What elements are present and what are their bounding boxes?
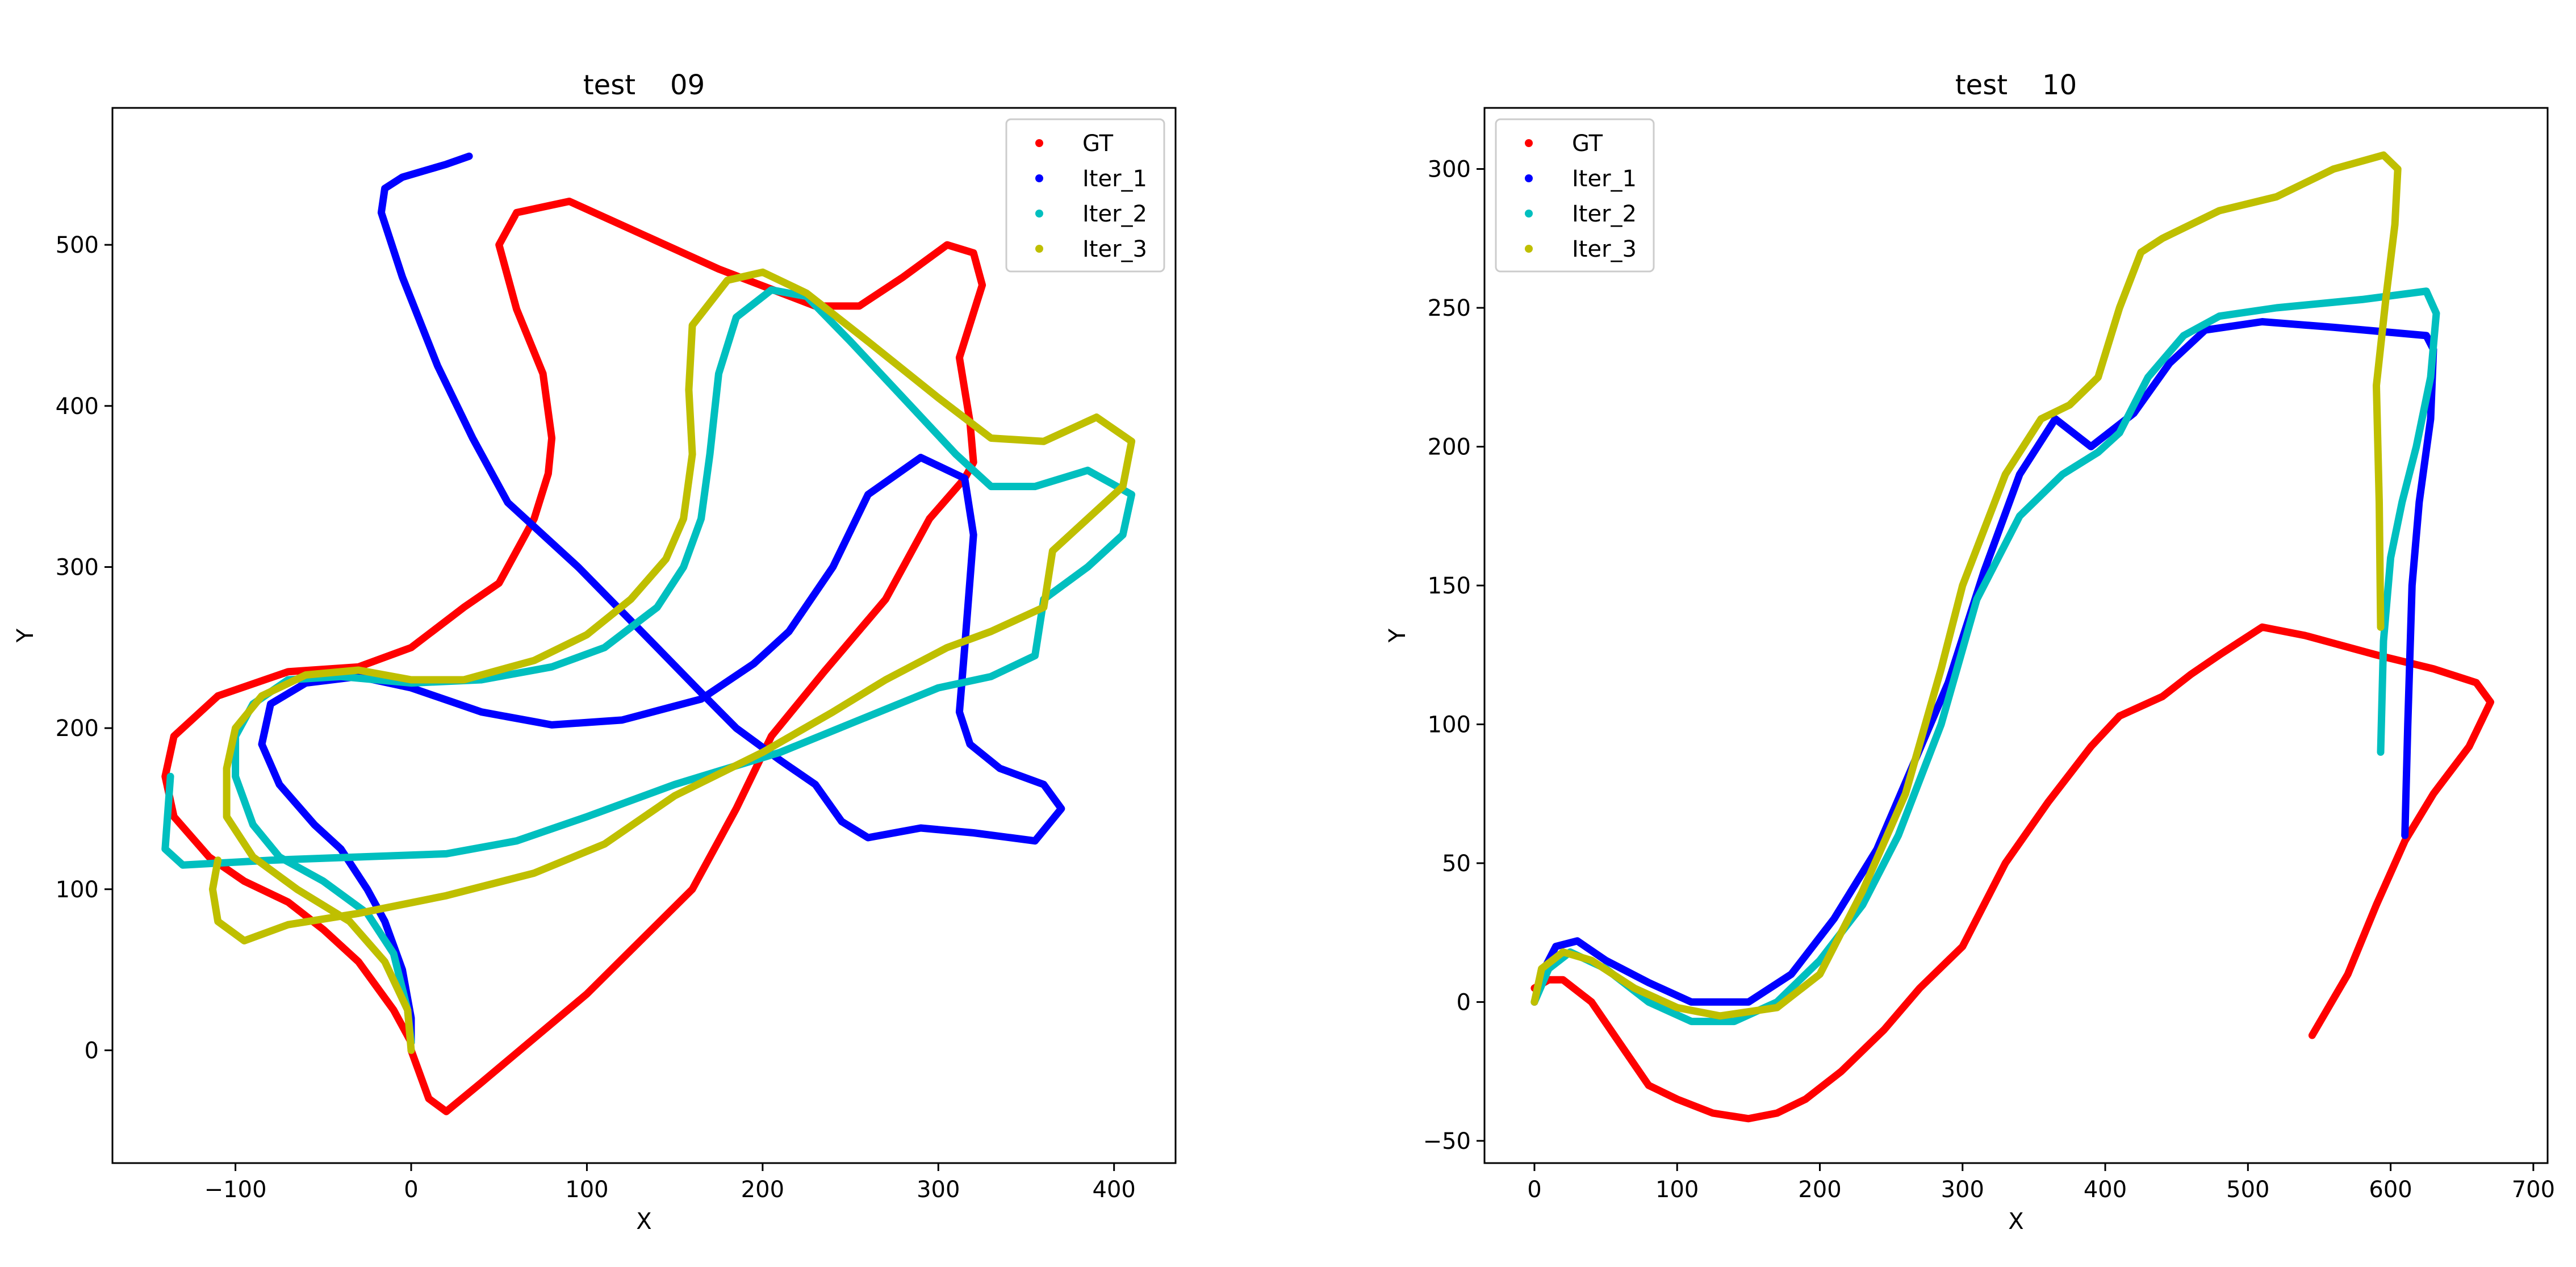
legend-label-iter-2: Iter_2 xyxy=(1572,201,1637,227)
legend: GT Iter_1 Iter_2 Iter_3 xyxy=(1495,118,1655,273)
legend-marker-gt xyxy=(1525,139,1533,147)
x-tick-label: 100 xyxy=(1655,1177,1699,1203)
chart-title: test 09 xyxy=(583,69,705,101)
x-tick-label: 400 xyxy=(2084,1177,2127,1203)
legend-marker-iter-2 xyxy=(1035,210,1043,218)
x-tick-label: 200 xyxy=(741,1177,784,1203)
chart-title: test 10 xyxy=(1955,69,2077,101)
legend-marker-iter-3 xyxy=(1525,245,1533,253)
legend: GT Iter_1 Iter_2 Iter_3 xyxy=(1005,118,1165,273)
y-tick-label: 100 xyxy=(56,877,99,903)
plot-lines xyxy=(161,152,1136,1115)
x-tick-label: 500 xyxy=(2226,1177,2269,1203)
y-tick-label: 100 xyxy=(1428,712,1471,738)
legend-label-iter-3: Iter_3 xyxy=(1082,236,1147,262)
series-line-gt xyxy=(1530,623,2494,1123)
legend-box xyxy=(1495,118,1655,273)
x-tick-label: 0 xyxy=(1527,1177,1541,1203)
x-axis-label: X xyxy=(636,1209,651,1235)
y-tick-label: 200 xyxy=(1428,434,1471,461)
series-line-iter-3 xyxy=(208,268,1136,1054)
chart-test-10: test 10 X Y 0 100 200 300 400 500 600 700 −50 0 50… xyxy=(1385,69,2555,1235)
x-tick-label: −100 xyxy=(204,1177,267,1203)
legend-label-iter-1: Iter_1 xyxy=(1572,166,1637,192)
y-tick-label: 300 xyxy=(56,554,99,580)
legend-marker-iter-1 xyxy=(1525,174,1533,182)
y-axis-label: Y xyxy=(12,628,39,643)
y-tick-label: 200 xyxy=(56,716,99,742)
y-tick-label: 400 xyxy=(56,394,99,420)
legend-label-iter-3: Iter_3 xyxy=(1572,236,1637,262)
x-tick-label: 700 xyxy=(2512,1177,2555,1203)
x-tick-label: 100 xyxy=(565,1177,608,1203)
axes-frame xyxy=(1483,107,2549,1164)
y-tick-label: 500 xyxy=(56,232,99,258)
legend-marker-gt xyxy=(1035,139,1043,147)
chart-test-09: test 09 X Y −100 0 100 200 300 400 0 100 200 300 4… xyxy=(12,69,1177,1235)
x-tick-label: 200 xyxy=(1798,1177,1841,1203)
legend-label-iter-1: Iter_1 xyxy=(1082,166,1147,192)
legend-marker-iter-2 xyxy=(1525,210,1533,218)
plot-lines xyxy=(1530,151,2494,1123)
axes-frame xyxy=(111,107,1177,1164)
series-line-iter-3 xyxy=(1530,151,2402,1020)
x-axis-label: X xyxy=(2008,1209,2023,1235)
y-tick-label: 300 xyxy=(1428,157,1471,183)
y-tick-label: 0 xyxy=(1457,989,1471,1015)
x-tick-label: 600 xyxy=(2369,1177,2412,1203)
legend-label-gt: GT xyxy=(1082,131,1114,157)
y-tick-label: 150 xyxy=(1428,573,1471,599)
legend-marker-iter-3 xyxy=(1035,245,1043,253)
legend-marker-iter-1 xyxy=(1035,174,1043,182)
y-axis-label: Y xyxy=(1385,628,1411,643)
y-tick-label: 50 xyxy=(1442,851,1471,877)
y-tick-label: −50 xyxy=(1423,1128,1471,1155)
legend-box xyxy=(1005,118,1165,273)
legend-label-iter-2: Iter_2 xyxy=(1082,201,1147,227)
x-tick-label: 400 xyxy=(1093,1177,1136,1203)
series-line-iter-2 xyxy=(1530,287,2440,1026)
x-tick-label: 300 xyxy=(917,1177,960,1203)
x-tick-label: 300 xyxy=(1941,1177,1984,1203)
y-tick-label: 250 xyxy=(1428,295,1471,321)
y-tick-label: 0 xyxy=(85,1038,99,1064)
x-tick-label: 0 xyxy=(404,1177,418,1203)
legend-label-gt: GT xyxy=(1572,131,1603,157)
